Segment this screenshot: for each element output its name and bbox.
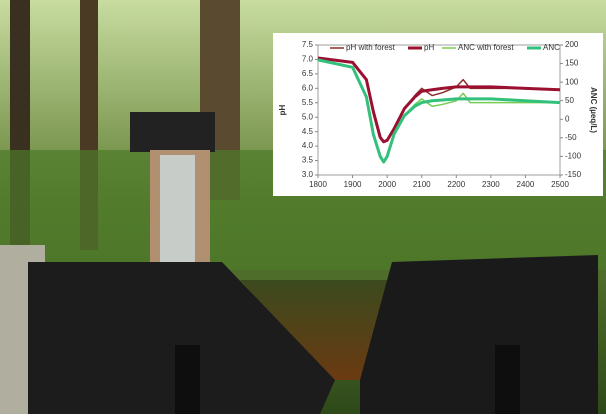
y-tick-label: 7.0 — [302, 55, 314, 64]
y2-tick-label: -50 — [565, 133, 577, 142]
y-tick-label: 3.5 — [302, 156, 314, 165]
x-tick-label: 2200 — [447, 180, 465, 189]
y-tick-label: 4.5 — [302, 127, 314, 136]
screenshot: 3.0 3.5 4.0 4.5 5.0 5.5 6.0 6.5 7.0 7.5 -150 -100 -5… — [0, 0, 606, 414]
legend-label: ANC — [543, 43, 560, 52]
y-axis-label: pH — [278, 104, 287, 115]
legend-label: ANC with forest — [458, 43, 514, 52]
y-tick-label: 6.5 — [302, 69, 314, 78]
y2-tick-label: 50 — [565, 96, 574, 105]
x-tick-label: 2000 — [378, 180, 396, 189]
y-tick-label: 3.0 — [302, 170, 314, 179]
y-tick-label: 5.5 — [302, 98, 314, 107]
y2-tick-label: -150 — [565, 170, 582, 179]
y2-tick-label: 150 — [565, 59, 579, 68]
y2-axis-label: ANC (µeq/L) — [589, 87, 598, 133]
y2-tick-label: 100 — [565, 77, 579, 86]
legend-label: pH with forest — [346, 43, 396, 52]
x-tick-label: 2300 — [482, 180, 500, 189]
y-tick-label: 4.0 — [302, 141, 314, 150]
x-tick-label: 1800 — [309, 180, 327, 189]
y-tick-label: 5.0 — [302, 112, 314, 121]
y-tick-label: 7.5 — [302, 40, 314, 49]
x-tick-label: 1900 — [344, 180, 362, 189]
x-tick-label: 2100 — [413, 180, 431, 189]
y2-tick-label: 200 — [565, 40, 579, 49]
y2-tick-label: 0 — [565, 114, 570, 123]
x-tick-label: 2500 — [551, 180, 569, 189]
legend-label: pH — [424, 43, 434, 52]
x-tick-label: 2400 — [517, 180, 535, 189]
y-tick-label: 6.0 — [302, 83, 314, 92]
y2-tick-label: -100 — [565, 152, 582, 161]
